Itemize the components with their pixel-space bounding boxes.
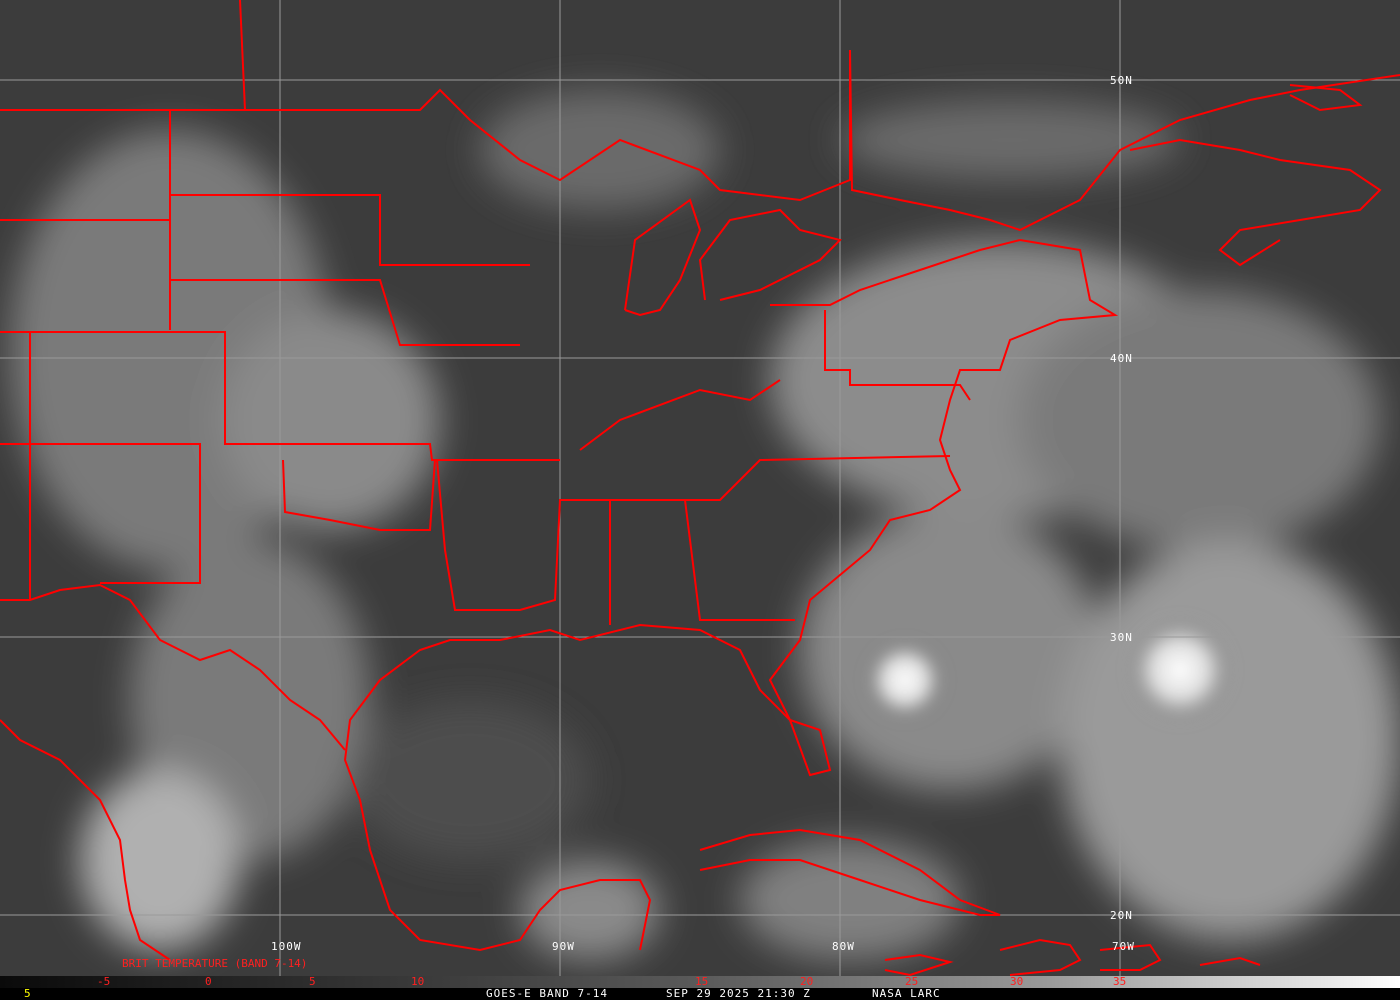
colorbar-tick: -5 [97, 975, 111, 988]
latitude-label: 40N [1110, 352, 1133, 365]
colorbar-title: BRIT TEMPERATURE (BAND 7-14) [122, 957, 308, 970]
latitude-label: 50N [1110, 74, 1133, 87]
colorbar-tick: 5 [309, 975, 316, 988]
footer-bar: 5 GOES-E BAND 7-14 SEP 29 2025 21:30 Z N… [0, 987, 1400, 1000]
longitude-label: 70W [1112, 940, 1135, 953]
colorbar [0, 976, 1400, 988]
longitude-label: 90W [552, 940, 575, 953]
colorbar-tick: 35 [1113, 975, 1127, 988]
colorbar-tick: 15 [695, 975, 709, 988]
colorbar-tick: 25 [905, 975, 919, 988]
latitude-label: 20N [1110, 909, 1133, 922]
colorbar-tick: 20 [800, 975, 814, 988]
satellite-map [0, 0, 1400, 976]
colorbar-tick: 30 [1010, 975, 1024, 988]
product-label: GOES-E BAND 7-14 [486, 987, 608, 1000]
grid-lines [0, 0, 1400, 976]
cloud-cover [10, 90, 1400, 960]
colorbar-tick: 10 [411, 975, 425, 988]
longitude-label: 80W [832, 940, 855, 953]
latitude-label: 30N [1110, 631, 1133, 644]
hurricane-eyes [863, 615, 1235, 725]
datetime-label: SEP 29 2025 21:30 Z [666, 987, 811, 1000]
colorbar-tick: 0 [205, 975, 212, 988]
frame-number: 5 [24, 987, 32, 1000]
source-label: NASA LARC [872, 987, 941, 1000]
political-borders [0, 0, 1400, 976]
longitude-label: 100W [271, 940, 302, 953]
